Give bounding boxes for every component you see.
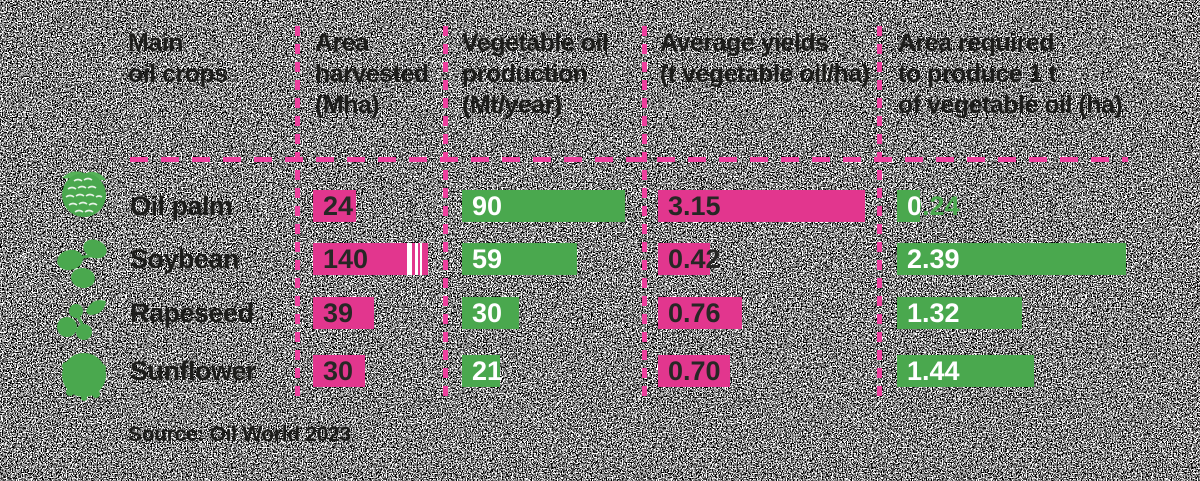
column-header-main-oil-crops: Main oil crops xyxy=(128,29,228,88)
area-required-bar: 2.39 xyxy=(897,243,1126,275)
bar-value: 140 xyxy=(323,244,369,274)
bar-value: 0.76 xyxy=(668,298,721,328)
production-bar: 59 xyxy=(462,243,577,275)
bar-value: 0.42 xyxy=(668,244,721,274)
truncation-stripe xyxy=(419,243,422,275)
column-header-area-required: Area required to produce 1 t of vegetabl… xyxy=(898,29,1123,119)
soybean-icon xyxy=(57,239,107,289)
area-harvested-bar-truncated: 140 xyxy=(313,243,428,275)
truncation-stripe xyxy=(407,243,412,275)
area-required-bar: 0.24 0.24 xyxy=(897,190,1037,222)
bar-value: 90 xyxy=(472,191,503,221)
column-divider xyxy=(877,26,882,400)
area-required-bar: 1.44 xyxy=(897,355,1034,387)
bar-value: 0.24 xyxy=(907,191,920,221)
production-bar: 21 xyxy=(462,355,503,387)
yield-bar: 0.42 xyxy=(658,243,721,275)
area-harvested-bar: 24 xyxy=(313,190,356,222)
bar-value: 24 xyxy=(323,191,354,221)
row-label-sunflower: Sunflower xyxy=(130,356,257,386)
bar-value: 3.15 xyxy=(668,191,721,221)
header-divider xyxy=(130,157,1128,162)
column-header-area-harvested: Area harvested (Mha) xyxy=(315,29,429,119)
bar-value: 30 xyxy=(472,298,503,328)
bar-value: 30 xyxy=(323,356,354,386)
column-header-average-yields: Average yields (t vegetable oil/ha) xyxy=(660,29,870,88)
area-required-bar: 1.32 xyxy=(897,297,1022,329)
row-label-oil-palm: Oil palm xyxy=(130,191,233,221)
source-note: Source: Oil World 2023 xyxy=(128,423,351,446)
area-harvested-bar: 39 xyxy=(313,297,374,329)
bar-value: 2.39 xyxy=(907,244,960,274)
yield-bar: 0.76 xyxy=(658,297,742,329)
bar-value: 21 xyxy=(472,356,503,386)
yield-bar: 3.15 xyxy=(658,190,865,222)
oil-palm-fruit-icon xyxy=(62,171,106,217)
bar-value: 1.44 xyxy=(907,356,960,386)
area-harvested-bar: 30 xyxy=(313,355,365,387)
column-header-production: Vegetable oil production (Mt/year) xyxy=(462,29,609,119)
yield-bar: 0.70 xyxy=(658,355,730,387)
bar-value: 0.70 xyxy=(668,356,721,386)
production-bar: 90 xyxy=(462,190,625,222)
truncation-stripe xyxy=(415,243,418,275)
column-divider xyxy=(443,26,448,400)
area-required-bar-fill: 0.24 xyxy=(897,190,920,222)
bar-value: 1.32 xyxy=(907,298,960,328)
sunflower-icon xyxy=(62,353,106,401)
bar-value: 39 xyxy=(323,298,354,328)
rapeseed-icon xyxy=(57,300,106,340)
bar-value: 59 xyxy=(472,244,503,274)
column-divider xyxy=(295,26,300,400)
row-label-rapeseed: Rapeseed xyxy=(130,298,254,328)
column-divider xyxy=(642,26,647,400)
row-label-soybean: Soybean xyxy=(130,244,240,274)
production-bar: 30 xyxy=(462,297,519,329)
